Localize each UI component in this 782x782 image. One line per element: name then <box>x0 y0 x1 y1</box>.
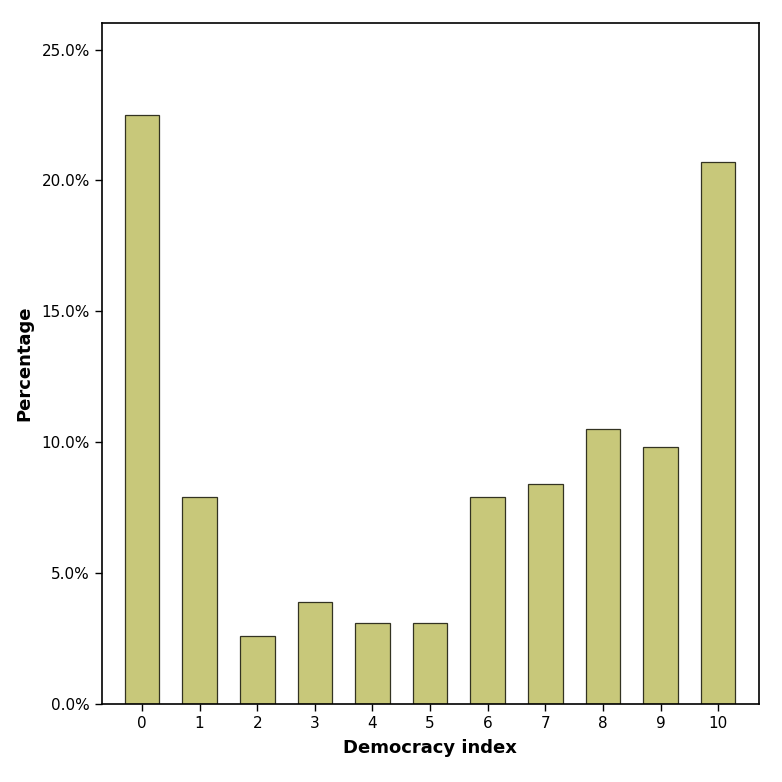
X-axis label: Democracy index: Democracy index <box>343 739 517 757</box>
Bar <box>471 497 505 704</box>
Bar <box>240 636 274 704</box>
Bar <box>586 429 620 704</box>
Bar <box>182 497 217 704</box>
Bar <box>528 484 562 704</box>
Bar <box>413 622 447 704</box>
Bar <box>355 622 389 704</box>
Bar <box>124 115 160 704</box>
Bar <box>298 602 332 704</box>
Bar <box>644 447 678 704</box>
Y-axis label: Percentage: Percentage <box>15 306 33 421</box>
Bar <box>701 162 736 704</box>
